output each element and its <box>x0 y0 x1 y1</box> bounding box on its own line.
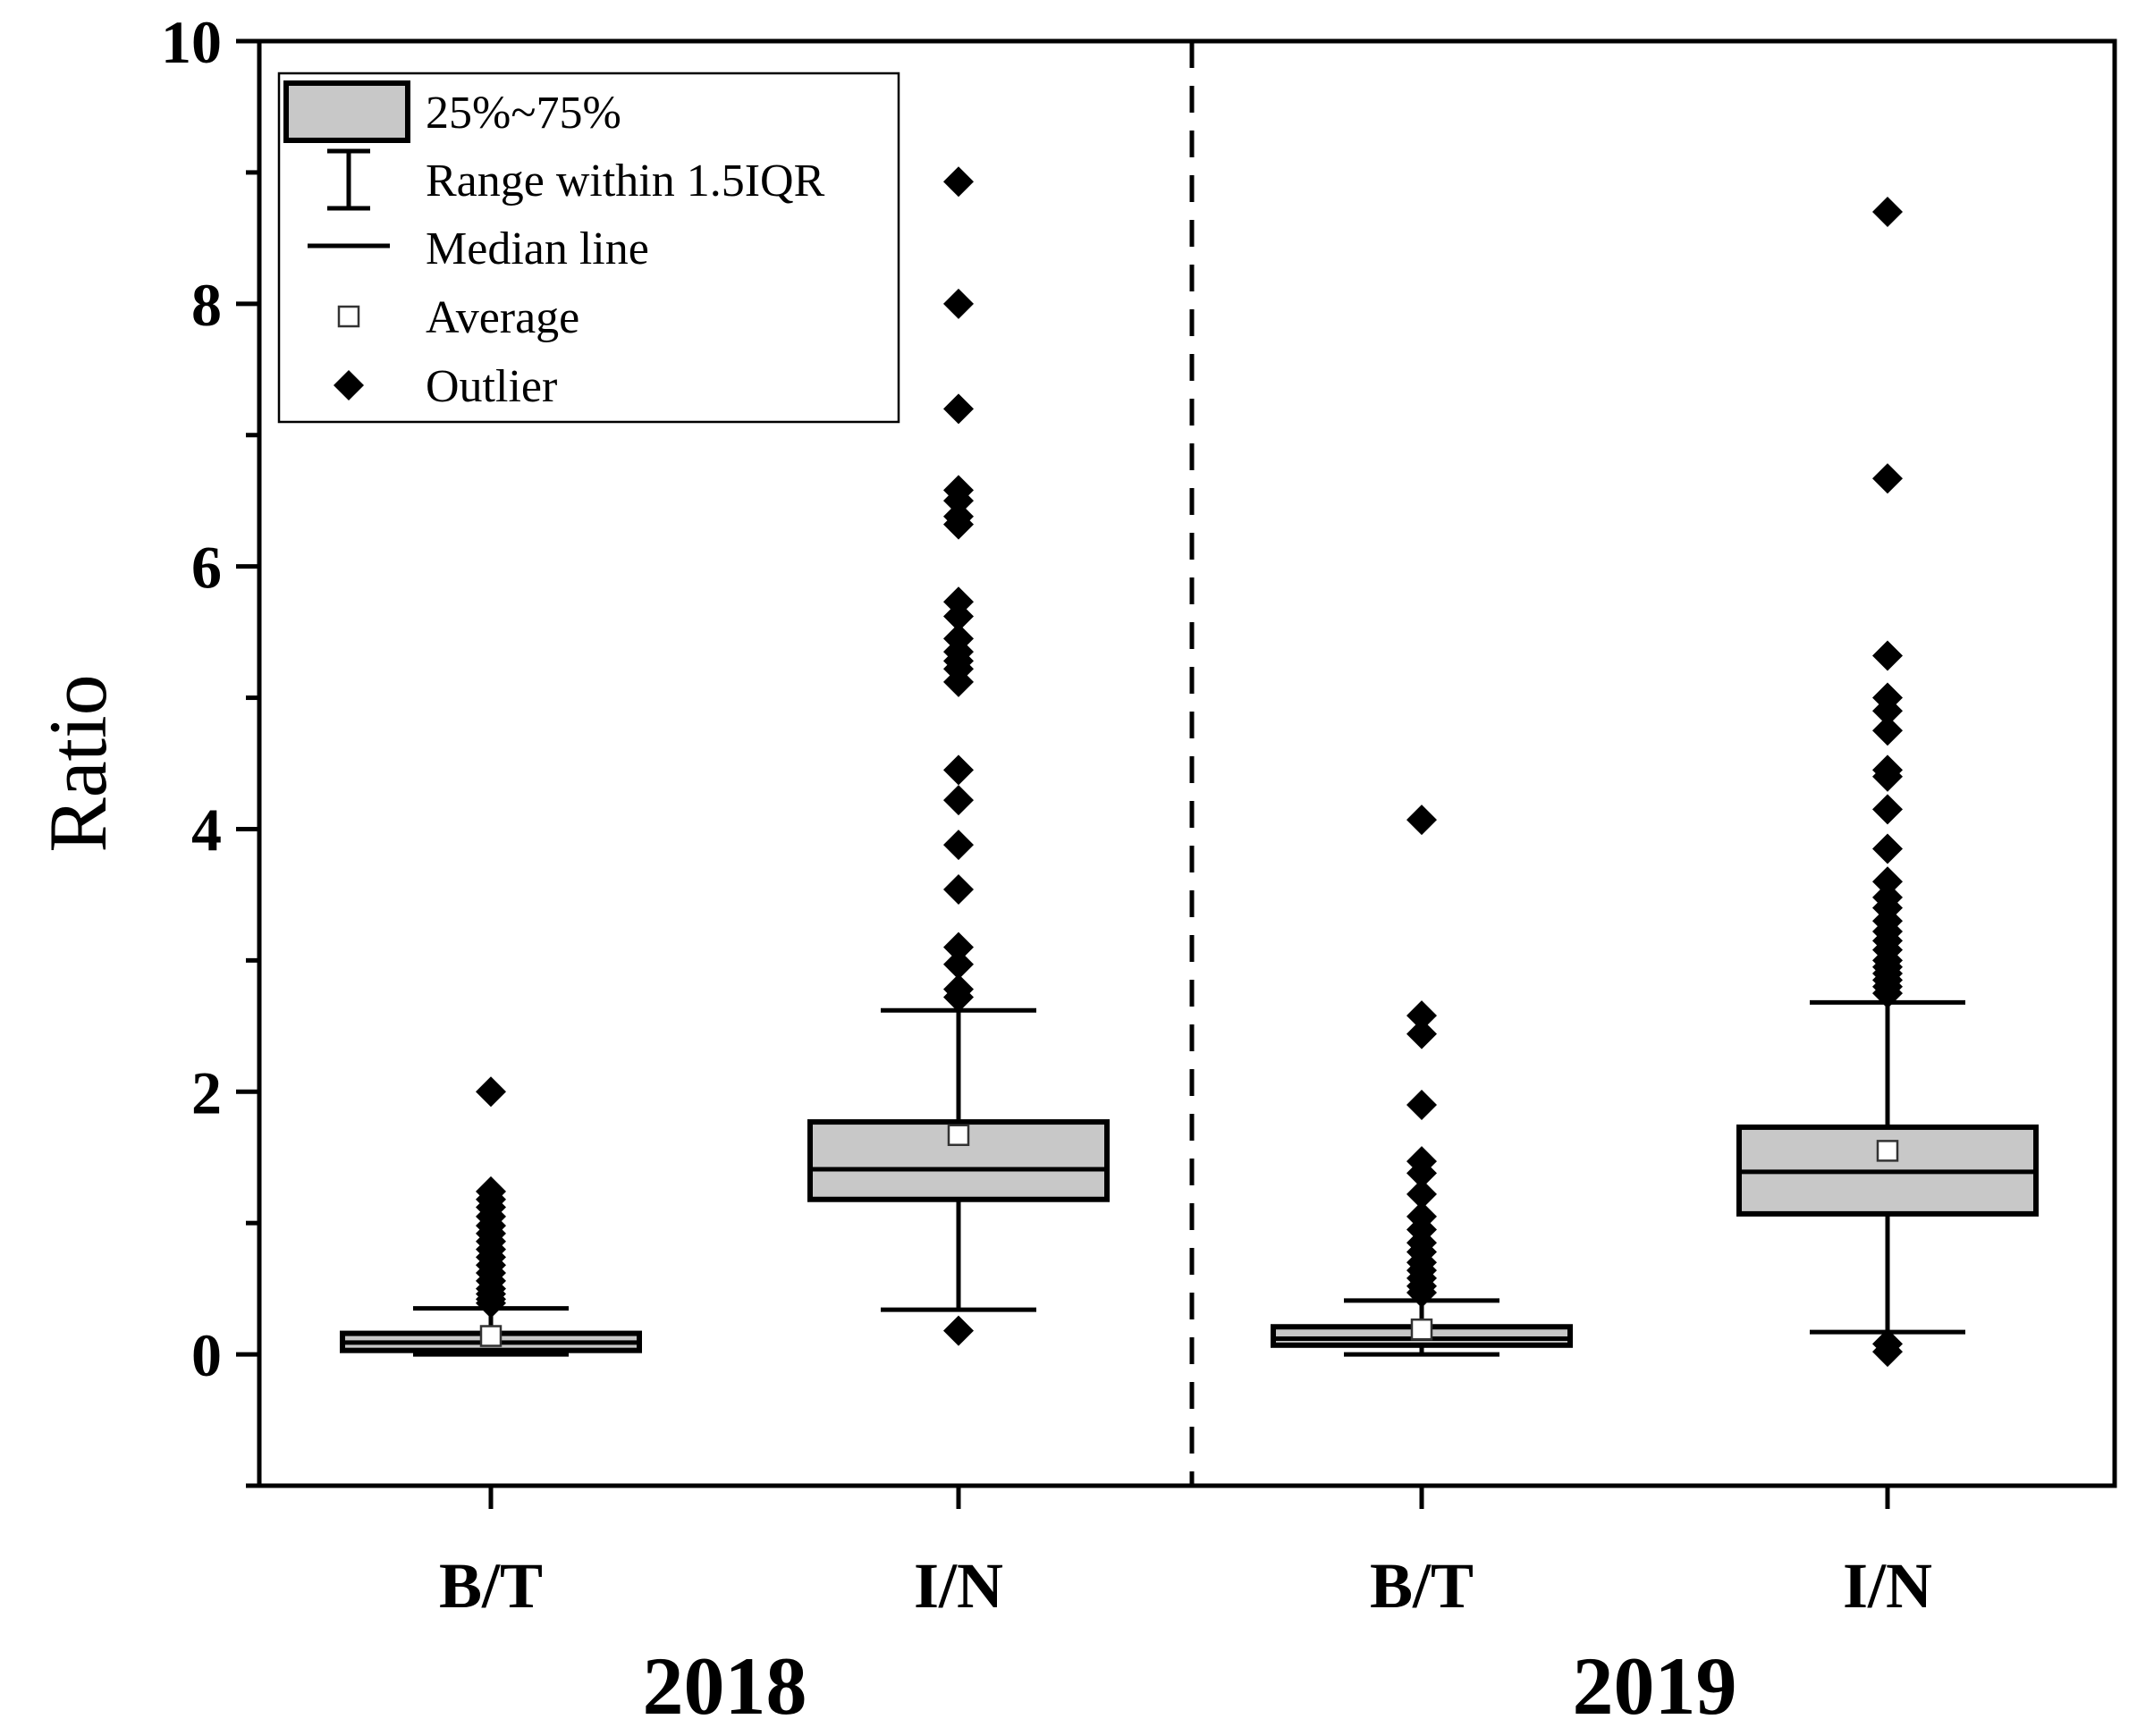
outlier-point <box>943 509 974 540</box>
outlier-point <box>476 1076 506 1108</box>
outlier-point <box>1406 1018 1437 1049</box>
outlier-point <box>1872 640 1903 671</box>
box-2018-I/N <box>807 166 1110 1346</box>
outlier-point <box>1872 794 1903 825</box>
x-category-label: I/N <box>914 1550 1003 1622</box>
x-category-label: B/T <box>439 1550 543 1622</box>
legend-item-outlier: Outlier <box>334 361 557 412</box>
mean-marker <box>947 1124 970 1147</box>
outlier-point <box>476 1287 506 1319</box>
y-tick-label: 2 <box>191 1058 222 1126</box>
y-tick-label: 10 <box>161 8 222 76</box>
legend-box-swatch <box>283 80 410 143</box>
legend-label: 25%~75% <box>426 88 621 139</box>
mean-marker <box>479 1325 503 1347</box>
legend-label: Median line <box>426 223 649 274</box>
legend-outlier-symbol <box>334 370 364 400</box>
outlier-point <box>943 666 974 697</box>
outlier-point <box>1872 761 1903 792</box>
outlier-point <box>943 948 974 980</box>
outlier-point <box>943 485 974 517</box>
outlier-point <box>1406 1178 1437 1209</box>
outlier-point <box>1872 695 1903 727</box>
y-axis-label: Ratio <box>32 674 123 852</box>
box-series <box>340 166 2039 1368</box>
legend-item-mean: Average <box>337 292 579 343</box>
outlier-point <box>1406 1000 1437 1032</box>
plot-frame <box>257 38 2117 1488</box>
group-label: 2018 <box>643 1640 807 1732</box>
outlier-point <box>1406 1089 1437 1120</box>
legend-label: Range within 1.5IQR <box>426 156 825 206</box>
outlier-point <box>943 830 974 861</box>
legend: 25%~75% Range within 1.5IQR Median line Ave… <box>277 72 900 424</box>
x-category-label: I/N <box>1843 1550 1932 1622</box>
outlier-point <box>943 166 974 198</box>
legend-mean-symbol <box>337 305 360 328</box>
outlier-point <box>943 785 974 816</box>
mean-marker <box>1410 1318 1433 1341</box>
box-2019-B/T <box>1271 805 1573 1357</box>
outlier-point <box>943 393 974 425</box>
legend-item-whisker: Range within 1.5IQR <box>327 148 825 211</box>
legend-item-median: Median line <box>308 223 649 274</box>
mean-marker <box>1876 1140 1899 1162</box>
outlier-point <box>943 1315 974 1346</box>
legend-label: Outlier <box>426 361 557 412</box>
legend-label: Average <box>426 292 579 343</box>
outlier-point <box>1406 1277 1437 1309</box>
box-2018-B/T <box>340 1076 642 1357</box>
outlier-point <box>1872 866 1903 897</box>
outlier-point <box>1872 715 1903 746</box>
y-tick-label: 0 <box>191 1321 222 1389</box>
outlier-point <box>1406 805 1437 836</box>
x-category-label: B/T <box>1370 1550 1474 1622</box>
outlier-point <box>1872 196 1903 227</box>
outlier-point <box>943 874 974 906</box>
y-tick-label: 4 <box>191 796 222 864</box>
legend-item-box: 25%~75% <box>283 80 621 143</box>
outlier-point <box>943 931 974 963</box>
outlier-point <box>943 601 974 632</box>
outlier-point <box>1872 1336 1903 1368</box>
group-label: 2019 <box>1573 1640 1737 1732</box>
outlier-point <box>943 754 974 786</box>
outlier-point <box>1406 1158 1437 1189</box>
outlier-point <box>943 982 974 1013</box>
outlier-point <box>1872 463 1903 494</box>
box-2019-I/N <box>1736 196 2039 1368</box>
outlier-point <box>1872 833 1903 864</box>
outlier-point <box>1872 978 1903 1009</box>
outlier-point <box>943 288 974 319</box>
y-tick-label: 6 <box>191 534 222 602</box>
y-tick-label: 8 <box>191 271 222 339</box>
axes: 0 2 4 6 8 10 Ratio B/T I/N B/T I/N 2018 2019 <box>32 8 2117 1732</box>
